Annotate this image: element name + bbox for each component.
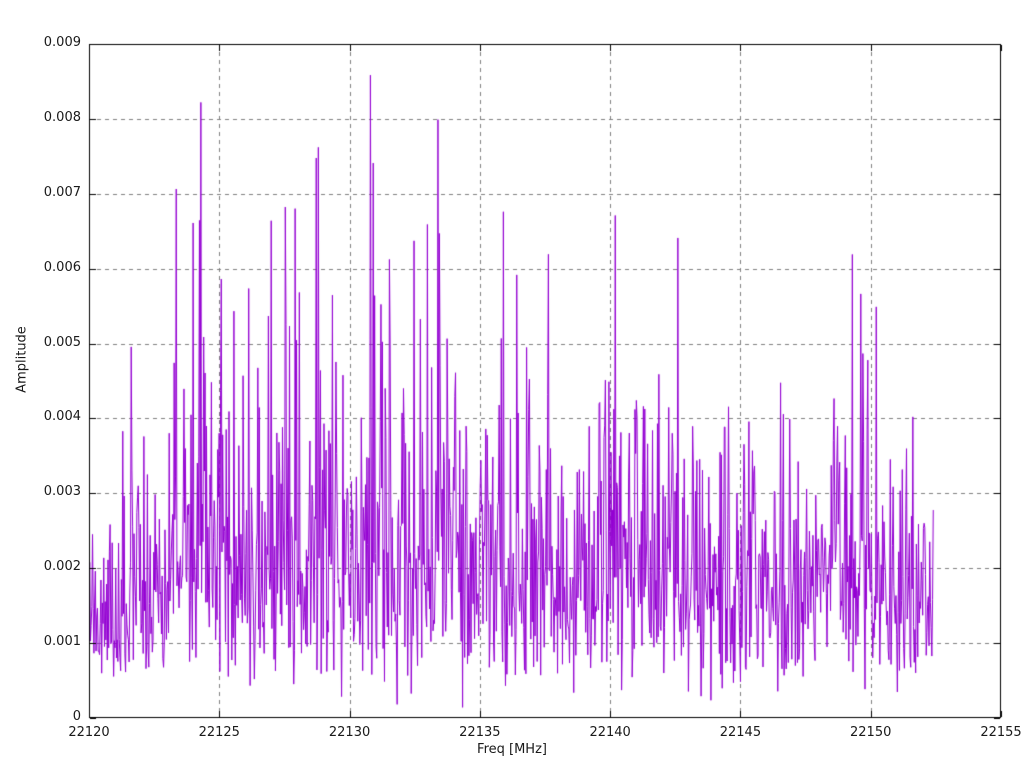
y-tick-label: 0.001 bbox=[43, 634, 81, 650]
y-tick-label: 0.003 bbox=[43, 484, 81, 500]
y-tick-label: 0.007 bbox=[43, 184, 81, 200]
y-tick-label: 0.008 bbox=[43, 109, 81, 125]
y-tick-label: 0.006 bbox=[43, 259, 81, 275]
x-tick-label: 22135 bbox=[459, 725, 501, 740]
y-tick-label: 0.005 bbox=[43, 334, 81, 350]
y-tick-label: 0 bbox=[72, 709, 81, 724]
x-tick-label: 22155 bbox=[980, 725, 1022, 740]
y-tick-label: 0.002 bbox=[43, 559, 81, 575]
x-tick-label: 22150 bbox=[850, 725, 892, 740]
x-tick-label: 22125 bbox=[198, 725, 240, 740]
x-tick-label: 22120 bbox=[68, 725, 110, 740]
y-axis-label: Amplitude bbox=[14, 326, 30, 393]
y-tick-label: 0.009 bbox=[43, 35, 81, 50]
x-tick-label: 22145 bbox=[719, 725, 762, 740]
x-tick-label: 22130 bbox=[328, 725, 371, 740]
x-tick-label: 22140 bbox=[589, 725, 631, 740]
y-tick-label: 0.004 bbox=[43, 409, 81, 425]
x-axis-label: Freq [MHz] bbox=[477, 742, 547, 757]
